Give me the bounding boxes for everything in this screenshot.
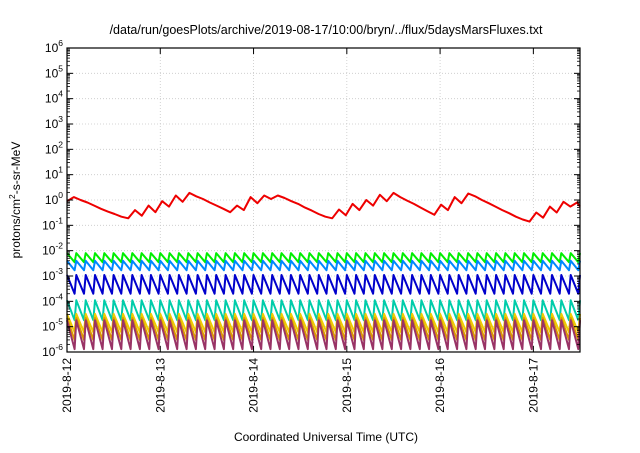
y-tick-label: 10-2 (42, 241, 63, 258)
x-tick-label: 2019-8-13 (153, 358, 167, 413)
y-tick-base: 10 (45, 66, 59, 80)
y-tick-label: 105 (45, 63, 63, 80)
y-tick-base: 10 (45, 168, 59, 182)
y-tick-label: 103 (45, 114, 63, 131)
series-line-3 (66, 259, 581, 272)
x-tick-labels: 2019-8-12 2019-8-13 2019-8-14 2019-8-15 2019… (60, 358, 540, 413)
y-tick-base: 10 (42, 294, 56, 308)
chart-title: /data/run/goesPlots/archive/2019-08-17/1… (110, 23, 543, 37)
y-axis-label-base: protons/cm (9, 199, 23, 258)
y-tick-exponent: 0 (58, 190, 63, 200)
series-line-8 (66, 319, 581, 351)
y-tick-exponent: 5 (58, 63, 63, 73)
x-tick-label: 2019-8-12 (60, 358, 74, 413)
y-tick-label: 100 (45, 190, 63, 207)
y-tick-label: 10-3 (42, 266, 63, 283)
y-tick-label: 106 (45, 38, 63, 55)
series-line-2 (66, 252, 581, 264)
data-series (66, 191, 581, 351)
y-tick-base: 10 (45, 117, 59, 131)
y-tick-base: 10 (45, 193, 59, 207)
y-tick-label: 101 (45, 165, 63, 182)
series-line-5 (66, 299, 581, 322)
x-axis-label: Coordinated Universal Time (UTC) (234, 430, 418, 444)
y-tick-exponent: 3 (58, 114, 63, 124)
y-tick-exponent: 4 (58, 89, 63, 99)
axis-ticks (66, 47, 580, 353)
y-tick-exponent: -1 (55, 215, 63, 225)
y-tick-exponent: 2 (58, 139, 63, 149)
y-tick-base: 10 (42, 269, 56, 283)
y-tick-exponent: -5 (55, 317, 63, 327)
x-tick-label: 2019-8-15 (340, 358, 354, 413)
y-tick-label: 10-4 (42, 291, 63, 308)
y-axis-label: protons/cm2-s-sr-MeV (7, 142, 23, 259)
y-tick-exponent: 6 (58, 38, 63, 48)
y-tick-label: 10-6 (42, 342, 63, 359)
x-tick-label: 2019-8-17 (526, 358, 540, 413)
y-tick-exponent: -3 (55, 266, 63, 276)
y-tick-exponent: 1 (58, 165, 63, 175)
series-line-1 (66, 191, 581, 223)
y-tick-base: 10 (42, 218, 56, 232)
y-tick-label: 10-1 (42, 215, 63, 232)
y-tick-base: 10 (42, 320, 56, 334)
y-tick-base: 10 (45, 92, 59, 106)
y-tick-exponent: -4 (55, 291, 63, 301)
x-tick-label: 2019-8-16 (433, 358, 447, 413)
series-line-4 (66, 274, 581, 295)
y-tick-label: 10-5 (42, 317, 63, 334)
y-tick-label: 104 (45, 89, 63, 106)
y-axis-label-superscript: 2 (7, 194, 17, 199)
y-tick-label: 102 (45, 139, 63, 156)
y-tick-base: 10 (45, 142, 59, 156)
y-tick-labels: 10-610-510-410-310-210-11001011021031041… (42, 38, 63, 359)
y-axis-label-tail: -s-sr-MeV (9, 142, 23, 195)
y-tick-exponent: -2 (55, 241, 63, 251)
y-tick-base: 10 (42, 345, 56, 359)
y-tick-base: 10 (42, 244, 56, 258)
y-tick-base: 10 (45, 41, 59, 55)
x-tick-label: 2019-8-14 (247, 358, 261, 413)
y-tick-exponent: -6 (55, 342, 63, 352)
